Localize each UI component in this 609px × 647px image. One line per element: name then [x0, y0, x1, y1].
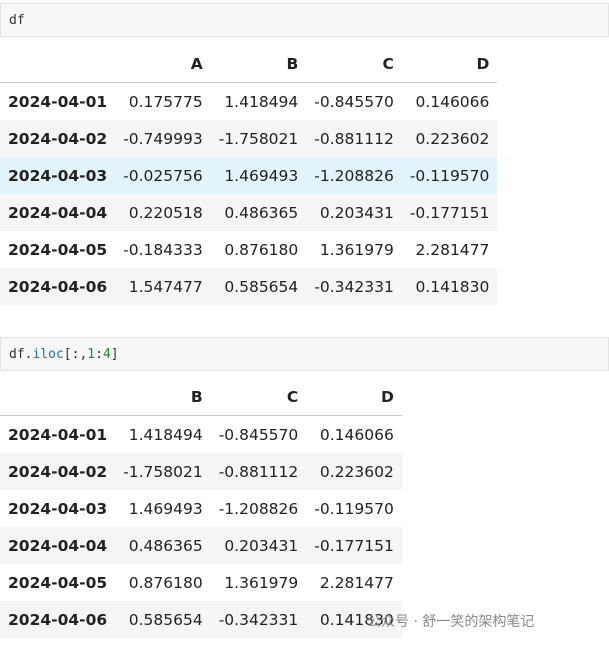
column-header: D: [306, 379, 402, 416]
cell-value: 0.203431: [224, 536, 299, 555]
table-row: 2024-04-05 -0.184333 0.876180 1.361979 2.281…: [0, 231, 497, 268]
column-header: A: [115, 46, 211, 83]
cell-value: 0.141830: [319, 610, 394, 629]
cell-value: 0.223602: [319, 462, 394, 481]
column-header: C: [210, 379, 307, 416]
cell-value: -0.025756: [123, 166, 203, 185]
cell-value: -0.845570: [218, 425, 299, 444]
cell-value: -0.342331: [218, 610, 299, 629]
row-index: 2024-04-06: [8, 277, 108, 296]
table-row: 2024-04-02 -0.749993 -1.758021 -0.881112 0.2…: [0, 120, 498, 157]
cell-value: -0.177151: [409, 203, 490, 222]
output-table: B C D 2024-04-01 1.418494 -0.845570 0.146066 20…: [0, 379, 402, 638]
cell-value: -0.845570: [314, 92, 394, 111]
row-index: 2024-04-04: [8, 203, 108, 222]
cell-value: -0.881112: [314, 129, 394, 148]
table-row: 2024-04-04 0.220518 0.486365 0.203431 -0.177…: [0, 194, 498, 231]
code-cell[interactable]: df.iloc[:,1:4]: [0, 337, 609, 371]
cell-value: -0.119570: [314, 499, 394, 518]
cell-value: -0.749993: [123, 129, 203, 148]
cell-value: 0.486365: [128, 536, 203, 555]
table-row: 2024-04-01 1.418494 -0.845570 0.146066: [0, 416, 402, 454]
table-row: 2024-04-01 0.175775 1.418494 -0.845570 0.146…: [0, 83, 497, 121]
cell-value: 0.585654: [128, 610, 203, 629]
cell-value: 0.876180: [224, 240, 299, 259]
cell-value: -1.208826: [218, 499, 299, 518]
table-row: 2024-04-06 1.547477 0.585654 -0.342331 0.141…: [0, 268, 498, 305]
cell-value: 0.175775: [128, 92, 203, 111]
cell-value: 1.469493: [128, 499, 203, 518]
cell-value: 0.220518: [128, 203, 203, 222]
watermark: 公众号 · 舒一笑的架构笔记: [367, 614, 535, 630]
cell-value: -1.208826: [314, 166, 394, 185]
table-row: 2024-04-03 1.469493 -1.208826 -0.119570: [0, 490, 402, 527]
cell-value: 1.547477: [128, 277, 203, 296]
table-body: 2024-04-01 0.175775 1.418494 -0.845570 0.146…: [0, 83, 498, 305]
table-body: 2024-04-01 1.418494 -0.845570 0.146066 2024-…: [0, 416, 402, 638]
cell-value: -0.177151: [314, 536, 394, 555]
cell-value: 1.361979: [319, 240, 394, 259]
row-index: 2024-04-04: [8, 536, 108, 555]
output-table: A B C D 2024-04-01 0.175775 1.418494 -0.845570 0…: [0, 46, 498, 305]
cell-value: 1.418494: [128, 425, 203, 444]
cell-value: 0.141830: [415, 277, 490, 296]
row-index: 2024-04-06: [8, 610, 108, 629]
cell-value: 0.486365: [224, 203, 299, 222]
row-index: 2024-04-01: [8, 92, 108, 111]
column-header: C: [306, 46, 402, 83]
cell-value: 1.361979: [224, 573, 299, 592]
row-index: 2024-04-05: [8, 573, 108, 592]
cell-value: 0.585654: [224, 277, 299, 296]
table-row: 2024-04-03 -0.025756 1.469493 -1.208826 -0.1…: [0, 157, 498, 194]
cell-value: -0.881112: [218, 462, 299, 481]
row-index: 2024-04-02: [8, 129, 108, 148]
cell-value: -1.758021: [123, 462, 203, 481]
column-header: B: [210, 46, 307, 83]
column-header: D: [401, 46, 498, 83]
cell-value: 0.203431: [319, 203, 394, 222]
code-cell[interactable]: df: [0, 3, 609, 37]
table-row: 2024-04-06 0.585654 -0.342331 0.141830: [0, 601, 402, 638]
cell-value: 0.146066: [319, 425, 394, 444]
table-row: 2024-04-04 0.486365 0.203431 -0.177151: [0, 527, 402, 564]
cell-value: 1.418494: [224, 92, 299, 111]
index-header: [0, 379, 116, 416]
row-index: 2024-04-03: [8, 166, 108, 185]
row-index: 2024-04-01: [8, 425, 108, 444]
column-header: B: [115, 379, 211, 416]
cell-value: 2.281477: [415, 240, 490, 259]
table-row: 2024-04-02 -1.758021 -0.881112 0.223602: [0, 453, 402, 490]
cell-value: -0.342331: [314, 277, 394, 296]
index-header: [0, 46, 116, 83]
cell-value: 1.469493: [224, 166, 299, 185]
cell-value: -1.758021: [218, 129, 299, 148]
cell-value: 0.223602: [415, 129, 490, 148]
cell-value: 2.281477: [319, 573, 394, 592]
row-index: 2024-04-02: [8, 462, 108, 481]
cell-value: 0.876180: [128, 573, 203, 592]
cell-value: -0.119570: [409, 166, 490, 185]
row-index: 2024-04-05: [8, 240, 108, 259]
cell-value: -0.184333: [123, 240, 203, 259]
row-index: 2024-04-03: [8, 499, 108, 518]
table-row: 2024-04-05 0.876180 1.361979 2.281477: [0, 564, 402, 601]
cell-value: 0.146066: [415, 92, 490, 111]
